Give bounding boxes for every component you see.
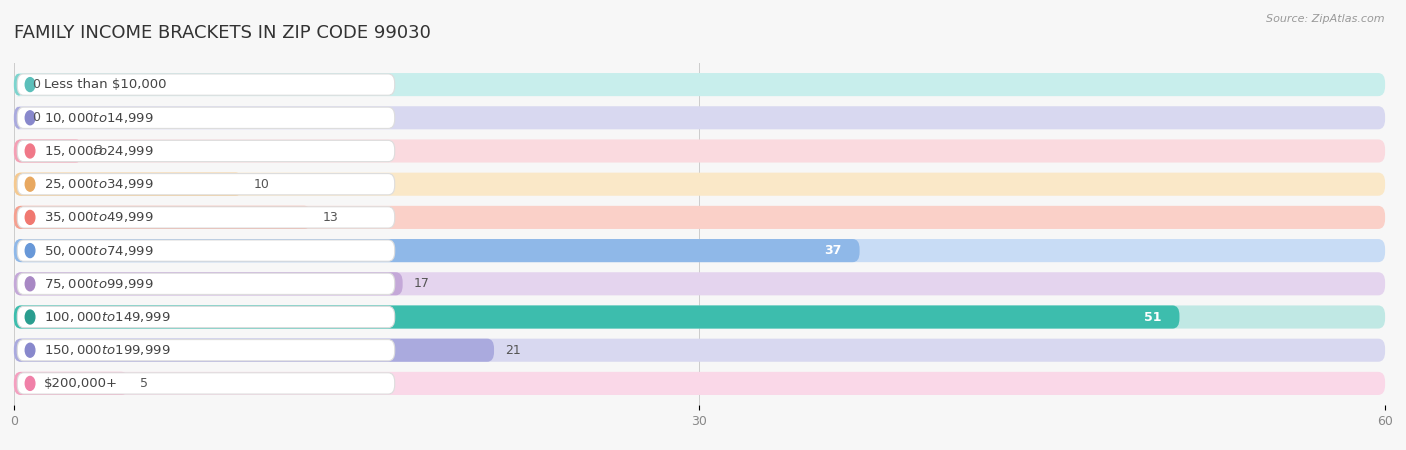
- FancyBboxPatch shape: [14, 306, 1385, 328]
- FancyBboxPatch shape: [14, 73, 1385, 96]
- Text: $150,000 to $199,999: $150,000 to $199,999: [44, 343, 170, 357]
- Text: FAMILY INCOME BRACKETS IN ZIP CODE 99030: FAMILY INCOME BRACKETS IN ZIP CODE 99030: [14, 24, 430, 42]
- Circle shape: [25, 277, 35, 291]
- Circle shape: [25, 177, 35, 191]
- Text: 51: 51: [1143, 310, 1161, 324]
- FancyBboxPatch shape: [14, 140, 1385, 162]
- FancyBboxPatch shape: [14, 239, 1385, 262]
- FancyBboxPatch shape: [14, 372, 1385, 395]
- Text: 17: 17: [413, 277, 430, 290]
- FancyBboxPatch shape: [17, 273, 395, 294]
- FancyBboxPatch shape: [14, 106, 24, 129]
- Text: 0: 0: [32, 78, 41, 91]
- FancyBboxPatch shape: [17, 174, 395, 195]
- Circle shape: [25, 77, 35, 91]
- Text: 0: 0: [32, 111, 41, 124]
- Text: 10: 10: [254, 178, 270, 191]
- FancyBboxPatch shape: [14, 106, 1385, 129]
- FancyBboxPatch shape: [17, 306, 395, 328]
- FancyBboxPatch shape: [14, 339, 494, 362]
- Text: Source: ZipAtlas.com: Source: ZipAtlas.com: [1267, 14, 1385, 23]
- Text: $35,000 to $49,999: $35,000 to $49,999: [44, 211, 153, 225]
- Text: 37: 37: [824, 244, 841, 257]
- FancyBboxPatch shape: [14, 173, 1385, 196]
- Circle shape: [25, 211, 35, 225]
- Circle shape: [25, 377, 35, 391]
- FancyBboxPatch shape: [17, 240, 395, 261]
- Text: $200,000+: $200,000+: [44, 377, 118, 390]
- Text: 5: 5: [139, 377, 148, 390]
- FancyBboxPatch shape: [14, 173, 243, 196]
- FancyBboxPatch shape: [17, 340, 395, 361]
- Text: 21: 21: [505, 344, 522, 357]
- FancyBboxPatch shape: [14, 272, 402, 295]
- FancyBboxPatch shape: [17, 140, 395, 162]
- Circle shape: [25, 243, 35, 257]
- FancyBboxPatch shape: [14, 272, 1385, 295]
- FancyBboxPatch shape: [14, 306, 1180, 328]
- Circle shape: [25, 310, 35, 324]
- Text: $15,000 to $24,999: $15,000 to $24,999: [44, 144, 153, 158]
- Text: $75,000 to $99,999: $75,000 to $99,999: [44, 277, 153, 291]
- FancyBboxPatch shape: [17, 107, 395, 128]
- Circle shape: [25, 343, 35, 357]
- FancyBboxPatch shape: [14, 73, 24, 96]
- Text: $25,000 to $34,999: $25,000 to $34,999: [44, 177, 153, 191]
- FancyBboxPatch shape: [14, 339, 1385, 362]
- Circle shape: [25, 144, 35, 158]
- FancyBboxPatch shape: [14, 372, 128, 395]
- Circle shape: [25, 111, 35, 125]
- Text: Less than $10,000: Less than $10,000: [44, 78, 166, 91]
- Text: $10,000 to $14,999: $10,000 to $14,999: [44, 111, 153, 125]
- FancyBboxPatch shape: [14, 239, 859, 262]
- FancyBboxPatch shape: [14, 206, 311, 229]
- Text: $50,000 to $74,999: $50,000 to $74,999: [44, 243, 153, 257]
- FancyBboxPatch shape: [17, 74, 395, 95]
- Text: 13: 13: [322, 211, 339, 224]
- FancyBboxPatch shape: [14, 140, 83, 162]
- FancyBboxPatch shape: [17, 207, 395, 228]
- FancyBboxPatch shape: [14, 206, 1385, 229]
- Text: 3: 3: [94, 144, 101, 158]
- FancyBboxPatch shape: [17, 373, 395, 394]
- Text: $100,000 to $149,999: $100,000 to $149,999: [44, 310, 170, 324]
